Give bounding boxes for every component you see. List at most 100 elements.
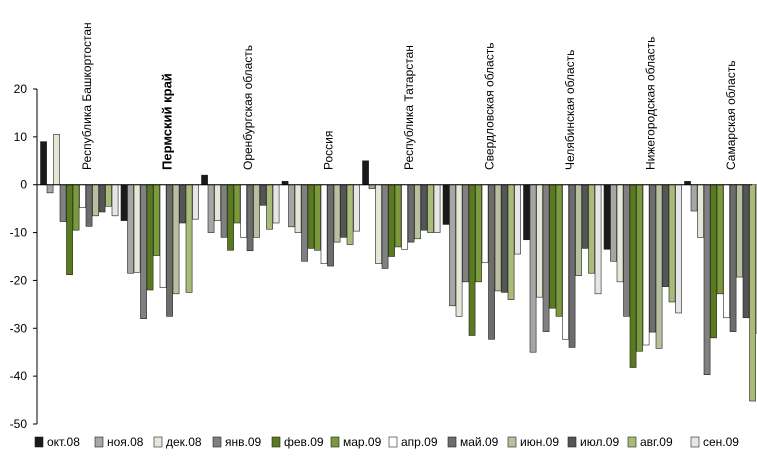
bar <box>610 184 617 262</box>
bar <box>272 184 280 224</box>
bar <box>623 184 630 317</box>
region-label: Республика Татарстан <box>402 45 416 170</box>
bar <box>333 184 341 243</box>
bar <box>111 184 119 217</box>
y-tick-label: 10 <box>14 130 28 144</box>
bar <box>246 184 254 252</box>
bar <box>703 184 711 376</box>
bar <box>214 184 221 221</box>
bar <box>127 184 134 274</box>
bar <box>575 184 582 276</box>
legend-swatch <box>153 436 163 448</box>
bar <box>281 181 289 186</box>
bar <box>46 184 54 194</box>
bar <box>362 160 369 186</box>
legend-swatch <box>212 436 222 448</box>
bar <box>675 184 682 314</box>
bar <box>72 184 80 231</box>
bar <box>655 184 663 349</box>
bar <box>629 184 637 368</box>
region-labels: Республика Башкортостан Пермский край Орен… <box>80 22 738 170</box>
legend-label: июл.09 <box>580 435 619 449</box>
bar <box>307 184 315 249</box>
bar <box>66 184 73 275</box>
bar <box>455 184 463 317</box>
bar <box>401 184 408 250</box>
bar <box>468 184 476 336</box>
legend-label: апр.09 <box>401 435 438 449</box>
bar <box>427 184 434 233</box>
bar <box>79 184 86 208</box>
bar <box>240 184 247 238</box>
region-label: Самарская область <box>724 60 738 170</box>
bar <box>481 184 489 264</box>
bar <box>40 141 47 186</box>
bar <box>736 184 743 278</box>
bar <box>233 184 241 224</box>
bar <box>166 184 173 317</box>
y-tick-label: -10 <box>10 226 28 240</box>
bar <box>320 184 328 264</box>
bar <box>146 184 154 291</box>
bar <box>288 184 295 228</box>
bar <box>133 184 141 273</box>
legend-label: авг.09 <box>640 435 673 449</box>
bar <box>729 184 737 332</box>
bar <box>588 184 595 274</box>
bar <box>549 184 556 309</box>
bar <box>253 184 260 238</box>
bar <box>53 134 60 186</box>
bar <box>140 184 147 320</box>
bar <box>723 184 730 319</box>
legend-swatch <box>690 436 700 448</box>
bar <box>201 174 208 186</box>
bar <box>85 184 93 227</box>
region-label: Россия <box>322 131 336 170</box>
bar <box>529 184 537 353</box>
bar <box>368 184 376 189</box>
bar <box>690 184 698 212</box>
bar <box>507 184 515 300</box>
bar <box>227 184 234 251</box>
bar <box>105 184 112 207</box>
y-tick-label: -40 <box>10 369 28 383</box>
legend-label: мар.09 <box>343 435 382 449</box>
legend-label: дек.08 <box>166 435 202 449</box>
y-tick-label: -30 <box>10 321 28 335</box>
bar <box>375 184 382 264</box>
legend-label: окт.08 <box>47 435 80 449</box>
region-label: Пермский край <box>160 73 175 170</box>
bar <box>442 184 450 225</box>
region-label: Челябинская область <box>563 50 577 170</box>
bar <box>353 184 360 232</box>
bar <box>716 184 724 295</box>
bar <box>662 184 669 287</box>
bar <box>668 184 676 303</box>
bar <box>710 184 717 339</box>
bar <box>207 184 215 233</box>
legend-swatch <box>330 436 340 448</box>
legend-label: ноя.08 <box>107 435 144 449</box>
bar <box>153 184 160 256</box>
bar <box>259 184 267 206</box>
bars <box>40 134 757 402</box>
bar <box>301 184 308 262</box>
bar <box>542 184 550 332</box>
bar <box>462 184 469 283</box>
legend-swatch <box>388 436 398 448</box>
bar <box>562 184 569 340</box>
bar <box>488 184 495 340</box>
bar <box>523 184 530 241</box>
bar <box>394 184 402 248</box>
bar <box>346 184 354 245</box>
y-tick-label: 0 <box>20 178 27 192</box>
bar <box>649 184 656 333</box>
bar <box>555 184 563 317</box>
bar <box>172 184 180 295</box>
bar <box>381 184 389 269</box>
bar <box>388 184 395 257</box>
bar <box>92 184 99 217</box>
bar <box>514 184 521 255</box>
bar <box>159 184 167 288</box>
